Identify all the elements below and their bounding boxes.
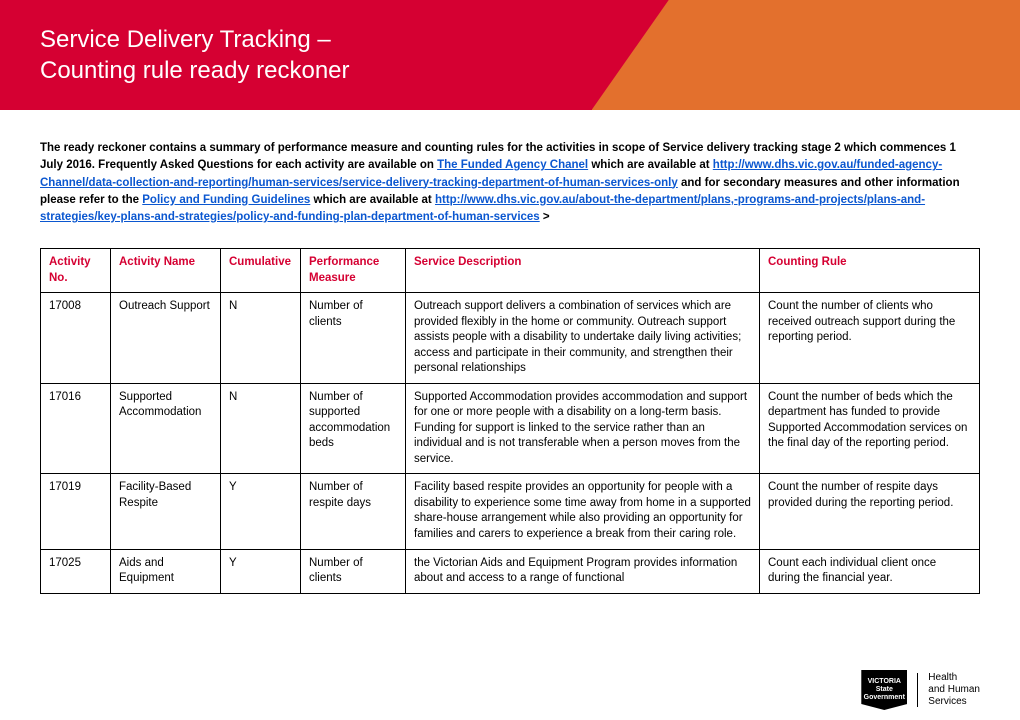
dept-line-2: and Human (928, 684, 980, 696)
cell-performance: Number of clients (301, 549, 406, 593)
footer: VICTORIA State Government Health and Hum… (861, 670, 980, 710)
cell-description: the Victorian Aids and Equipment Program… (406, 549, 760, 593)
table-body: 17008 Outreach Support N Number of clien… (41, 293, 980, 593)
cell-activity-no: 17025 (41, 549, 111, 593)
intro-link-policy[interactable]: Policy and Funding Guidelines (142, 194, 310, 206)
cell-cumulative: Y (221, 549, 301, 593)
title-line-2: Counting rule ready reckoner (40, 57, 350, 84)
col-activity-no: Activity No. (41, 249, 111, 293)
cell-counting-rule: Count the number of beds which the depar… (760, 383, 980, 474)
col-counting-rule: Counting Rule (760, 249, 980, 293)
victoria-gov-logo-icon: VICTORIA State Government (861, 670, 907, 710)
intro-paragraph: The ready reckoner contains a summary of… (0, 110, 1020, 238)
cell-cumulative: N (221, 293, 301, 384)
cell-performance: Number of supported accommodation beds (301, 383, 406, 474)
cell-activity-name: Supported Accommodation (111, 383, 221, 474)
cell-counting-rule: Count the number of respite days provide… (760, 474, 980, 549)
cell-activity-name: Outreach Support (111, 293, 221, 384)
intro-text-5: > (543, 211, 550, 223)
cell-counting-rule: Count each individual client once during… (760, 549, 980, 593)
table-wrap: Activity No. Activity Name Cumulative Pe… (0, 238, 1020, 593)
page-title: Service Delivery Tracking – Counting rul… (0, 0, 600, 86)
intro-text-4: which are available at (314, 194, 435, 206)
cell-cumulative: Y (221, 474, 301, 549)
footer-divider (917, 673, 918, 707)
table-row: 17019 Facility-Based Respite Y Number of… (41, 474, 980, 549)
header-banner: Service Delivery Tracking – Counting rul… (0, 0, 1020, 110)
col-cumulative: Cumulative (221, 249, 301, 293)
table-row: 17025 Aids and Equipment Y Number of cli… (41, 549, 980, 593)
cell-performance: Number of respite days (301, 474, 406, 549)
intro-link-funded-agency[interactable]: The Funded Agency Chanel (437, 159, 588, 171)
table-row: 17016 Supported Accommodation N Number o… (41, 383, 980, 474)
col-activity-name: Activity Name (111, 249, 221, 293)
cell-activity-no: 17016 (41, 383, 111, 474)
col-performance: Performance Measure (301, 249, 406, 293)
cell-activity-no: 17019 (41, 474, 111, 549)
logo-text: VICTORIA State Government (861, 678, 907, 701)
cell-activity-name: Facility-Based Respite (111, 474, 221, 549)
cell-description: Supported Accommodation provides accommo… (406, 383, 760, 474)
title-line-1: Service Delivery Tracking – (40, 26, 331, 53)
dept-line-1: Health (928, 672, 980, 684)
cell-activity-name: Aids and Equipment (111, 549, 221, 593)
cell-description: Outreach support delivers a combination … (406, 293, 760, 384)
table-row: 17008 Outreach Support N Number of clien… (41, 293, 980, 384)
dept-line-3: Services (928, 696, 980, 708)
cell-performance: Number of clients (301, 293, 406, 384)
col-description: Service Description (406, 249, 760, 293)
intro-text-2: which are available at (591, 159, 712, 171)
cell-activity-no: 17008 (41, 293, 111, 384)
counting-rules-table: Activity No. Activity Name Cumulative Pe… (40, 248, 980, 593)
table-header-row: Activity No. Activity Name Cumulative Pe… (41, 249, 980, 293)
cell-counting-rule: Count the number of clients who received… (760, 293, 980, 384)
cell-description: Facility based respite provides an oppor… (406, 474, 760, 549)
footer-department: Health and Human Services (928, 672, 980, 708)
cell-cumulative: N (221, 383, 301, 474)
